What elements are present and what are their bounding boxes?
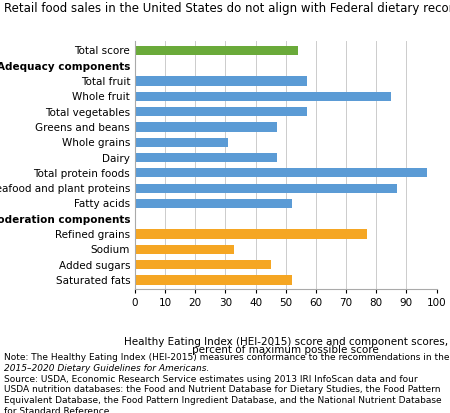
Text: Retail food sales in the United States do not align with Federal dietary recomme: Retail food sales in the United States d…: [4, 2, 450, 15]
Text: Healthy Eating Index (HEI-2015) score and component scores,: Healthy Eating Index (HEI-2015) score an…: [124, 337, 448, 347]
Text: percent of maximum possible score: percent of maximum possible score: [193, 345, 379, 355]
Bar: [135, 275, 292, 285]
Bar: [135, 168, 427, 178]
Text: USDA nutrition databases: the Food and Nutrient Database for Dietary Studies, th: USDA nutrition databases: the Food and N…: [4, 385, 441, 394]
Bar: [135, 122, 277, 132]
Bar: [135, 245, 234, 254]
Bar: [135, 107, 307, 116]
Bar: [135, 76, 307, 85]
Text: Source: USDA, Economic Research Service estimates using 2013 IRI InfoScan data a: Source: USDA, Economic Research Service …: [4, 375, 418, 384]
Bar: [135, 92, 392, 101]
Text: 2015–2020 Dietary Guidelines for Americans.: 2015–2020 Dietary Guidelines for America…: [4, 364, 210, 373]
Bar: [135, 153, 277, 162]
Text: Note: The Healthy Eating Index (HEI-2015) measures conformance to the recommenda: Note: The Healthy Eating Index (HEI-2015…: [4, 353, 450, 362]
Bar: [135, 183, 397, 193]
Bar: [135, 230, 367, 239]
Bar: [135, 260, 271, 269]
Bar: [135, 138, 229, 147]
Text: for Standard Reference.: for Standard Reference.: [4, 407, 113, 413]
Bar: [135, 199, 292, 208]
Bar: [135, 46, 298, 55]
Text: Equivalent Database, the Food Pattern Ingredient Database, and the National Nutr: Equivalent Database, the Food Pattern In…: [4, 396, 442, 405]
